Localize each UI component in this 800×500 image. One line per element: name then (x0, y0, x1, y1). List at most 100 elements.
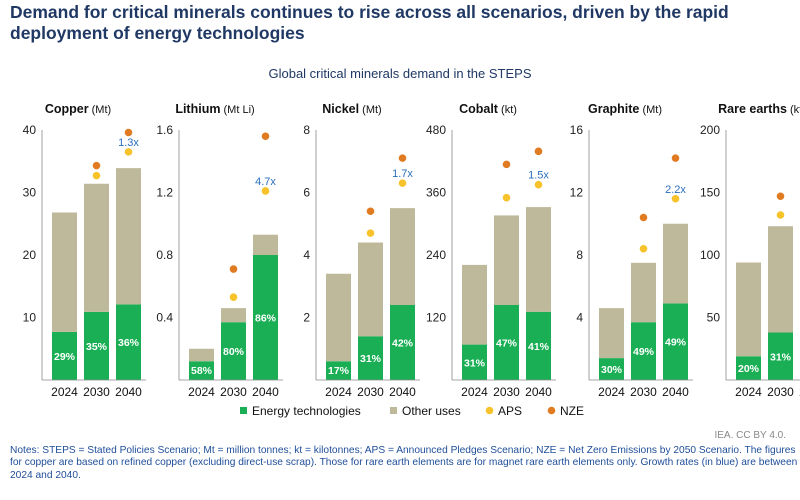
lithium-ytick: 1.6 (156, 123, 173, 137)
cobalt-share-label-2040: 41% (528, 341, 550, 353)
legend-swatch-other (390, 407, 397, 414)
rare-earths-ytick: 50 (707, 311, 721, 325)
lithium-aps-point-2040 (261, 187, 270, 195)
copper-ytick: 40 (23, 123, 37, 137)
rare-earths-aps-point-2030 (776, 211, 785, 219)
nickel-title: Nickel (Mt) (322, 102, 381, 116)
graphite-bar-energy-2024 (599, 358, 624, 380)
nickel-xtick-2040: 2040 (389, 385, 416, 399)
rare-earths-nze-point-2030 (776, 192, 785, 201)
nickel-aps-point-2030 (366, 229, 375, 237)
copper-xtick-2030: 2030 (83, 385, 110, 399)
graphite-ytick: 4 (576, 311, 583, 325)
lithium-bar-energy-2030 (221, 322, 246, 380)
cobalt-title-name: Cobalt (459, 102, 499, 116)
nickel-nze-point-2040 (398, 154, 407, 162)
nickel-share-label-2040: 42% (392, 338, 414, 350)
nickel-aps-point-2040 (398, 179, 407, 187)
graphite-title-name: Graphite (588, 102, 639, 116)
cobalt-growth-label: 1.5x (528, 170, 549, 182)
cobalt-ytick: 240 (426, 248, 446, 262)
graphite-aps-point-2040 (671, 194, 680, 203)
cobalt-bar-energy-2040 (526, 311, 551, 380)
copper-share-label-2030: 35% (86, 341, 108, 353)
lithium-nze-point-2040 (261, 132, 270, 141)
copper-ytick: 10 (23, 311, 37, 325)
cobalt-xtick-2030: 2030 (493, 385, 520, 399)
rare-earths-share-label-2024: 20% (738, 363, 760, 375)
graphite-growth-label: 2.2x (665, 184, 686, 196)
lithium-bar-energy-2040 (253, 255, 278, 380)
copper-share-label-2024: 29% (54, 351, 76, 363)
graphite-nze-point-2030 (639, 213, 648, 222)
chart-title: Demand for critical minerals continues t… (10, 2, 729, 43)
graphite-share-label-2024: 30% (601, 364, 623, 376)
rare-earths-ytick: 100 (700, 248, 720, 262)
graphite-ytick: 8 (576, 248, 583, 262)
graphite-ytick: 16 (570, 123, 584, 137)
graphite-title: Graphite (Mt) (588, 102, 662, 116)
lithium-aps-point-2030 (229, 293, 238, 301)
nickel-share-label-2030: 31% (360, 353, 382, 365)
nickel-nze-point-2030 (366, 207, 375, 216)
graphite-share-label-2030: 49% (633, 346, 655, 358)
lithium-xtick-2030: 2030 (220, 385, 247, 399)
cobalt-nze-point-2040 (534, 147, 543, 156)
lithium-ytick: 1.2 (156, 186, 173, 200)
copper-nze-point-2040 (124, 128, 133, 137)
copper-share-label-2040: 36% (118, 337, 140, 349)
chart-subtitle: Global critical minerals demand in the S… (268, 66, 532, 81)
lithium-growth-label: 4.7x (255, 176, 276, 188)
lithium-share-label-2040: 86% (255, 313, 277, 325)
lithium-bar-energy-2024 (189, 361, 214, 380)
copper-title: Copper (Mt) (45, 102, 111, 116)
copper-bar-other-2040 (116, 168, 141, 305)
cobalt-share-label-2030: 47% (496, 338, 518, 350)
cobalt-ytick: 360 (426, 186, 446, 200)
copper-bar-energy-2030 (84, 311, 109, 380)
cobalt-title-unit: (kt) (498, 104, 517, 116)
nickel-bar-energy-2030 (358, 336, 383, 380)
cobalt-aps-point-2030 (502, 193, 511, 202)
nickel-title-unit: (Mt) (359, 104, 382, 116)
graphite-share-label-2040: 49% (665, 337, 687, 349)
legend-label-aps: APS (498, 404, 522, 418)
graphite-nze-point-2040 (671, 154, 680, 162)
cobalt-aps-point-2040 (534, 180, 543, 189)
graphite-bar-other-2024 (599, 308, 624, 359)
lithium-title: Lithium (Mt Li) (175, 102, 254, 116)
cobalt-bar-other-2024 (462, 264, 487, 345)
lithium-title-name: Lithium (175, 102, 220, 116)
rare-earths-bar-energy-2024 (736, 356, 761, 380)
rare-earths-bar-energy-2030 (768, 332, 793, 380)
nickel-xtick-2024: 2024 (325, 385, 352, 399)
copper-title-name: Copper (45, 102, 89, 116)
nickel-ytick: 8 (303, 123, 310, 137)
copper-ytick: 20 (23, 248, 37, 262)
lithium-xtick-2024: 2024 (188, 385, 215, 399)
graphite-xtick-2024: 2024 (598, 385, 625, 399)
rare-earths-xtick-2030: 2030 (767, 385, 794, 399)
copper-bar-energy-2040 (116, 304, 141, 380)
cobalt-xtick-2024: 2024 (461, 385, 488, 399)
copper-bar-energy-2024 (52, 331, 77, 380)
legend-label-other: Other uses (402, 404, 461, 418)
legend-label-energy: Energy technologies (252, 404, 361, 418)
rare-earths-title-unit: (kt) (787, 104, 800, 116)
nickel-share-label-2024: 17% (328, 365, 350, 377)
legend-swatch-nze (547, 406, 556, 415)
cobalt-bar-energy-2030 (494, 305, 519, 380)
rare-earths-bar-other-2030 (768, 226, 793, 333)
graphite-bar-other-2030 (631, 262, 656, 323)
legend-swatch-aps (485, 406, 494, 415)
rare-earths-ytick: 200 (700, 123, 720, 137)
notes-text: Notes: STEPS = Stated Policies Scenario;… (10, 445, 798, 481)
lithium-share-label-2024: 58% (191, 365, 213, 377)
cobalt-ytick: 120 (426, 311, 446, 325)
legend-swatch-energy (240, 407, 247, 414)
lithium-bar-other-2030 (221, 308, 246, 323)
nickel-title-name: Nickel (322, 102, 359, 116)
lithium-ytick: 0.8 (156, 248, 173, 262)
cobalt-ytick: 480 (426, 123, 446, 137)
graphite-xtick-2030: 2030 (630, 385, 657, 399)
